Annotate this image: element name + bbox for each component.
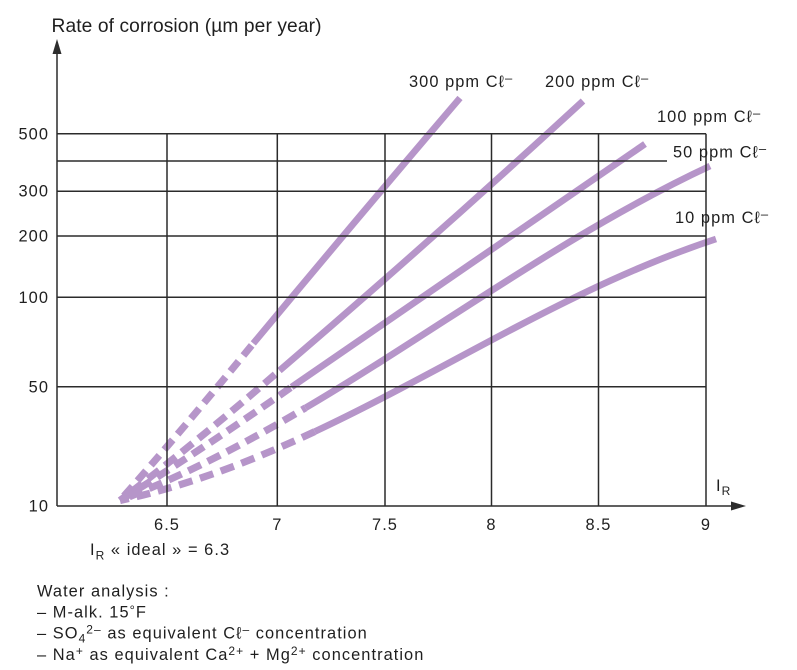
svg-text:10: 10 [29,498,49,516]
svg-text:8.5: 8.5 [586,516,612,534]
svg-text:200: 200 [19,228,50,246]
svg-text:100: 100 [19,289,50,307]
svg-text:6.5: 6.5 [154,516,180,534]
svg-text:7: 7 [272,516,282,534]
svg-text:Water analysis :: Water analysis : [37,583,170,601]
svg-text:200 ppm Cℓ–: 200 ppm Cℓ– [545,71,649,92]
svg-text:– Na+ as equivalent Ca2+ + Mg2: – Na+ as equivalent Ca2+ + Mg2+ concentr… [37,644,424,664]
svg-text:300 ppm Cℓ–: 300 ppm Cℓ– [409,71,513,92]
svg-text:7.5: 7.5 [372,516,398,534]
svg-text:50 ppm Cℓ–: 50 ppm Cℓ– [673,141,767,162]
svg-text:100 ppm Cℓ–: 100 ppm Cℓ– [657,106,761,127]
svg-text:10 ppm Cℓ–: 10 ppm Cℓ– [675,207,769,228]
svg-text:8: 8 [486,516,496,534]
svg-text:9: 9 [701,516,711,534]
svg-text:IR « ideal » = 6.3: IR « ideal » = 6.3 [90,541,230,563]
svg-text:300: 300 [19,183,50,201]
svg-text:500: 500 [19,125,50,143]
svg-text:Rate of corrosion (µm per year: Rate of corrosion (µm per year) [52,16,322,37]
svg-text:50: 50 [29,378,49,396]
svg-text:– SO42– as equivalent Cℓ– conc: – SO42– as equivalent Cℓ– concentration [37,623,368,646]
svg-text:– M-alk. 15°F: – M-alk. 15°F [37,603,147,622]
